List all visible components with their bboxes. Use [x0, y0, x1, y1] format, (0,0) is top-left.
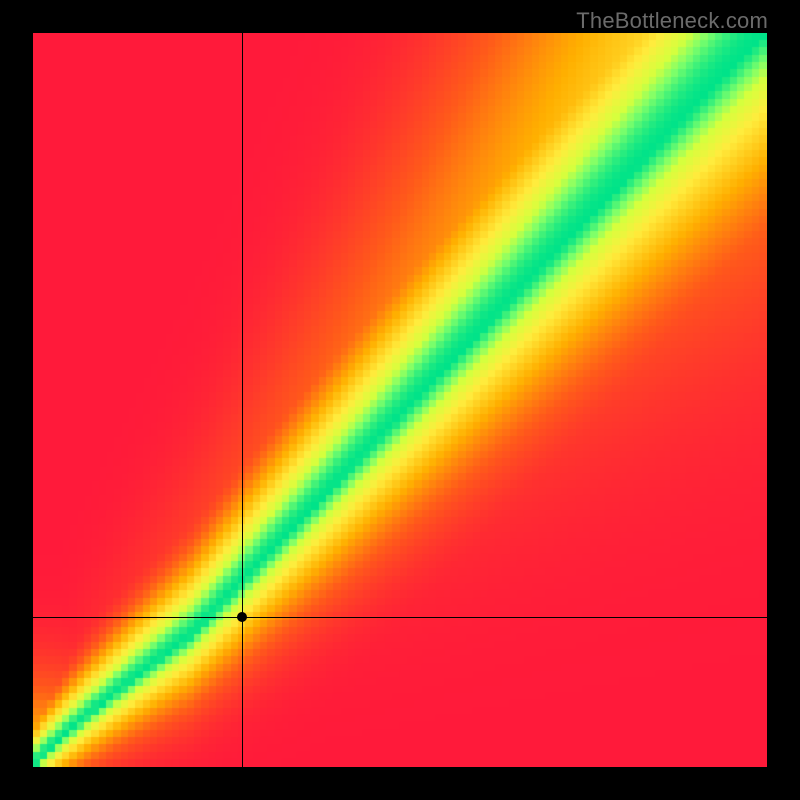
- crosshair-horizontal: [33, 617, 767, 618]
- bottleneck-heatmap: [33, 33, 767, 767]
- crosshair-vertical: [242, 33, 243, 767]
- watermark-text: TheBottleneck.com: [576, 8, 768, 34]
- crosshair-marker: [237, 612, 247, 622]
- chart-frame: TheBottleneck.com: [0, 0, 800, 800]
